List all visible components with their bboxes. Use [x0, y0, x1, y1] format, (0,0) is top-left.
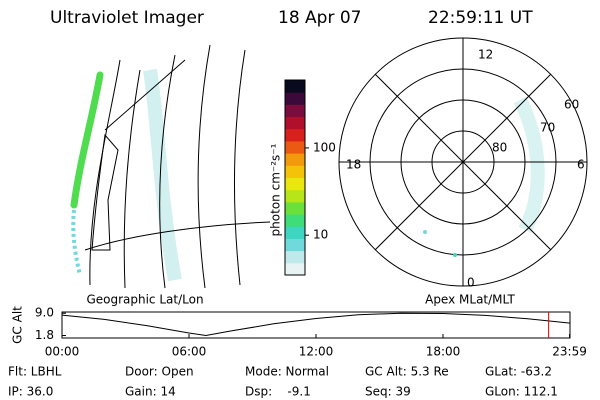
status-field: Dsp: -9.1 [245, 385, 311, 399]
date: 18 Apr 07 [278, 8, 361, 28]
colorbar-band [285, 153, 305, 166]
colorbar-band [285, 177, 305, 191]
alt-line [61, 312, 571, 337]
status-field: GLon: 112.1 [485, 385, 558, 399]
mlt-label: 6 [577, 158, 585, 172]
colorbar-label: photon cm⁻²s⁻¹ [269, 143, 283, 236]
status-field: GLat: -63.2 [485, 365, 552, 379]
colorbar-band [285, 140, 305, 154]
status-field: IP: 36.0 [8, 385, 53, 399]
colorbar-band [285, 250, 305, 264]
x-tick-label: 00:00 [45, 345, 80, 359]
x-tick-label: 12:00 [299, 345, 334, 359]
colorbar-band [285, 116, 305, 130]
colorbar-band [285, 201, 305, 215]
polar-label: Apex MLat/MLT [425, 293, 515, 307]
title: Ultraviolet Imager [50, 8, 204, 28]
geo-map [70, 44, 271, 289]
status-field: Door: Open [125, 365, 194, 379]
colorbar-band [285, 226, 305, 239]
lat-label: 80 [492, 141, 507, 155]
status-field: Mode: Normal [245, 365, 329, 379]
altitude-plot: 00:00 06:00 12:00 18:00 23:59 1.8 9.0 [35, 306, 587, 359]
y-tick-label: 9.0 [35, 306, 54, 320]
status-field: Gain: 14 [125, 385, 176, 399]
colorbar-frame [284, 79, 306, 276]
colorbar-band [285, 214, 305, 227]
colorbar-band [285, 262, 305, 276]
mlt-label: 0 [467, 276, 475, 290]
x-tick-label: 23:59 [552, 345, 587, 359]
colorbar-band [285, 189, 305, 203]
colorbar-band [285, 238, 305, 252]
status-field: Seq: 39 [365, 385, 411, 399]
alt-ylabel: GC Alt [11, 306, 25, 344]
colorbar-band [285, 92, 305, 105]
geo-label: Geographic Lat/Lon [86, 293, 203, 307]
mlt-label: 18 [346, 158, 361, 172]
colorbar: 10 100 [284, 79, 336, 276]
polar-grid [338, 37, 588, 287]
colorbar-band [285, 165, 305, 178]
lat-label: 60 [564, 98, 579, 112]
colorbar-band [285, 80, 305, 93]
x-tick-label: 06:00 [172, 345, 207, 359]
colorbar-tick-label: 100 [313, 140, 336, 154]
colorbar-band [285, 104, 305, 118]
status-field: Flt: LBHL [8, 365, 62, 379]
lat-label: 70 [540, 121, 555, 135]
mlt-label: 12 [478, 48, 493, 62]
footer: Flt: LBHL Door: Open Mode: Normal GC Alt: 5… [8, 365, 558, 399]
colorbar-tick-label: 10 [313, 228, 328, 242]
y-tick-label: 1.8 [35, 328, 54, 342]
status-field: GC Alt: 5.3 Re [365, 365, 449, 379]
time: 22:59:11 UT [428, 8, 533, 28]
x-tick-label: 18:00 [426, 345, 461, 359]
colorbar-band [285, 128, 305, 142]
